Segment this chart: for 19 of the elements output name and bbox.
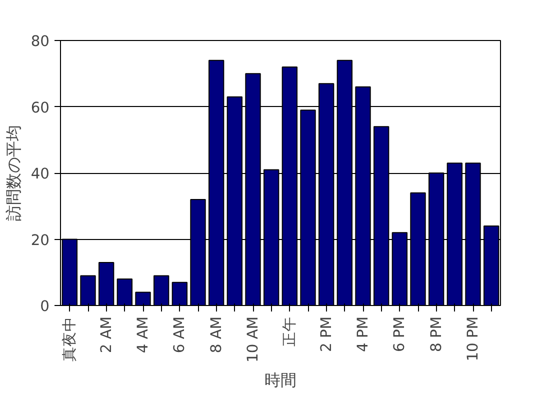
x-tick-label: 10 AM [244, 316, 262, 362]
x-tick-label: 6 AM [171, 316, 188, 354]
y-tick-label: 20 [30, 232, 50, 249]
y-tick-label: 60 [30, 99, 50, 116]
x-tick-label: 8 AM [208, 316, 225, 354]
y-tick-label: 0 [40, 298, 50, 315]
x-tick-label: 真夜中 [61, 316, 78, 362]
x-tick-label: 2 AM [98, 316, 115, 354]
y-tick-label: 40 [30, 166, 50, 182]
x-tick-label: 8 PM [428, 316, 445, 352]
y-axis-title: 訪問数の平均 [4, 125, 23, 221]
x-tick-label: 2 PM [318, 316, 335, 352]
x-tick-label: 6 PM [391, 316, 408, 352]
x-tick-label: 10 PM [464, 316, 482, 362]
y-tick-label: 80 [30, 33, 50, 50]
x-tick-label: 正午 [281, 316, 298, 346]
x-tick-label: 4 PM [354, 316, 372, 352]
x-tick-label: 4 AM [134, 316, 152, 354]
x-axis-title: 時間 [264, 370, 296, 390]
